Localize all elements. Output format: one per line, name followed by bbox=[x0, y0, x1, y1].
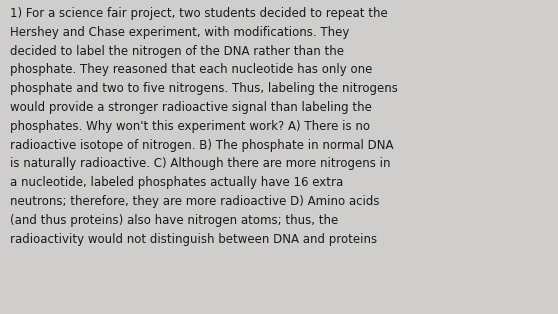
Text: 1) For a science fair project, two students decided to repeat the
Hershey and Ch: 1) For a science fair project, two stude… bbox=[10, 7, 398, 246]
